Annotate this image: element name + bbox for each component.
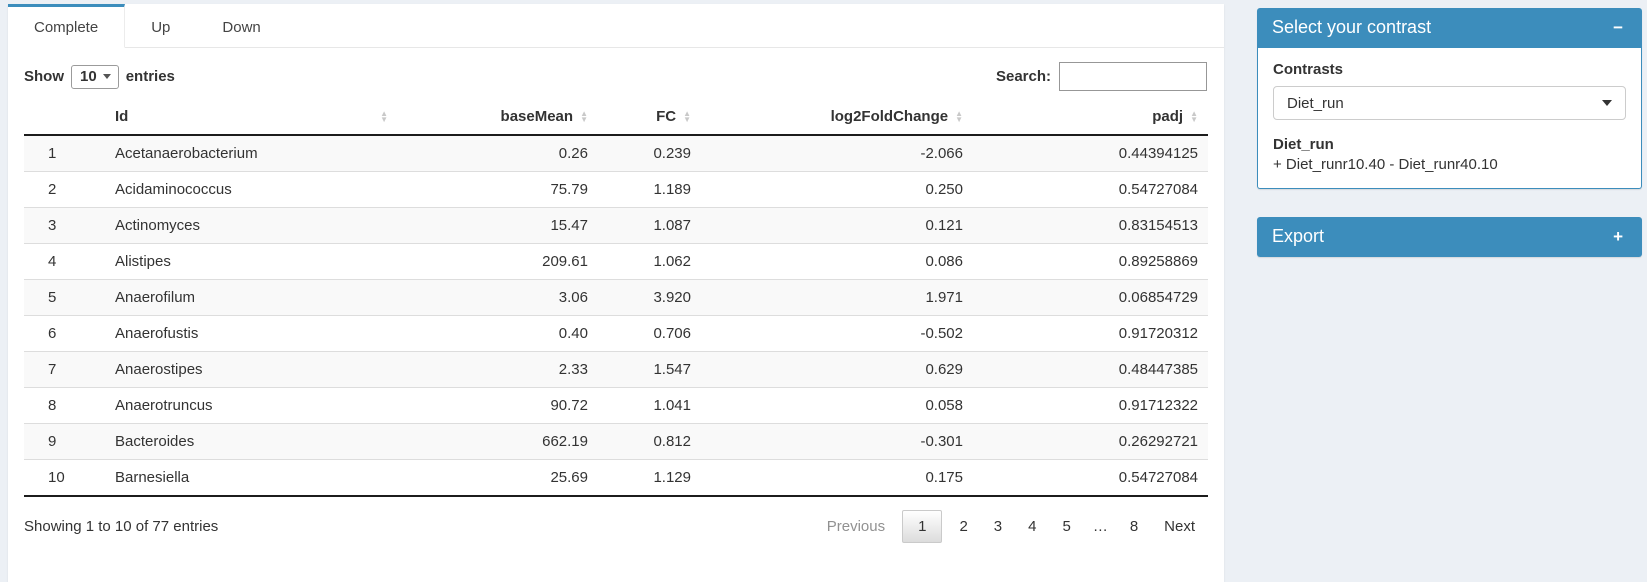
page-2-button[interactable]: 2 bbox=[959, 518, 968, 535]
column-label: padj bbox=[1152, 108, 1184, 125]
page-previous-button[interactable]: Previous bbox=[826, 518, 886, 535]
page-4-button[interactable]: 4 bbox=[1028, 518, 1037, 535]
export-panel: Export + bbox=[1257, 217, 1642, 257]
pagination: Previous 1 2 3 4 5 … 8 Next bbox=[814, 510, 1208, 543]
column-header-basemean[interactable]: baseMean ▲ ▼ bbox=[398, 101, 598, 136]
contrasts-label: Contrasts bbox=[1273, 61, 1344, 78]
search-control: Search: bbox=[996, 62, 1207, 91]
contrast-panel-body: Contrasts Diet_run Diet_run + Diet_runr1… bbox=[1257, 48, 1642, 189]
table-row[interactable]: 6 Anaerofustis 0.40 0.706 -0.502 0.91720… bbox=[24, 315, 1208, 352]
collapse-minus-icon[interactable]: − bbox=[1613, 18, 1623, 37]
table-row[interactable]: 3 Actinomyces 15.47 1.087 0.121 0.831545… bbox=[24, 207, 1208, 244]
chevron-down-icon bbox=[1602, 100, 1612, 106]
column-label: Id bbox=[115, 108, 129, 125]
results-card: Complete Up Down Show 10 entries Search: bbox=[8, 4, 1224, 582]
tab-bar: Complete Up Down bbox=[8, 4, 1224, 48]
table-row[interactable]: 10 Barnesiella 25.69 1.129 0.175 0.54727… bbox=[24, 459, 1208, 496]
contrast-panel-header[interactable]: Select your contrast − bbox=[1257, 8, 1642, 48]
table-info: Showing 1 to 10 of 77 entries bbox=[24, 518, 219, 535]
page-5-button[interactable]: 5 bbox=[1062, 518, 1071, 535]
contrast-select[interactable]: Diet_run bbox=[1273, 86, 1626, 120]
export-panel-header[interactable]: Export + bbox=[1257, 217, 1642, 257]
sort-icon[interactable]: ▲ ▼ bbox=[380, 108, 388, 124]
sort-icon[interactable]: ▲ ▼ bbox=[955, 108, 963, 124]
tab-up[interactable]: Up bbox=[151, 18, 171, 36]
tab-complete[interactable]: Complete bbox=[8, 4, 126, 48]
panel-title: Select your contrast bbox=[1272, 17, 1432, 37]
page-3-button[interactable]: 3 bbox=[993, 518, 1003, 535]
header-row: Id ▲ ▼ baseMean ▲ ▼ FC ▲ ▼ bbox=[24, 101, 1208, 136]
table-row[interactable]: 4 Alistipes 209.61 1.062 0.086 0.8925886… bbox=[24, 243, 1208, 280]
page-length-select[interactable]: 10 bbox=[71, 64, 119, 89]
sidebar: Select your contrast − Contrasts Diet_ru… bbox=[1257, 8, 1642, 285]
column-header-fc[interactable]: FC ▲ ▼ bbox=[598, 101, 701, 136]
page-length-value: 10 bbox=[80, 67, 97, 85]
column-header-index bbox=[24, 101, 115, 136]
collapse-plus-icon[interactable]: + bbox=[1613, 227, 1623, 246]
column-header-log2foldchange[interactable]: log2FoldChange ▲ ▼ bbox=[701, 101, 973, 136]
table-footer: Showing 1 to 10 of 77 entries Previous 1… bbox=[8, 497, 1224, 543]
page-length-control: Show 10 entries bbox=[24, 64, 175, 89]
column-label: baseMean bbox=[500, 108, 574, 125]
page-next-button[interactable]: Next bbox=[1164, 518, 1195, 535]
column-label: log2FoldChange bbox=[830, 108, 949, 125]
tab-down[interactable]: Down bbox=[222, 18, 261, 36]
table-row[interactable]: 9 Bacteroides 662.19 0.812 -0.301 0.2629… bbox=[24, 423, 1208, 460]
table-row[interactable]: 8 Anaerotruncus 90.72 1.041 0.058 0.9171… bbox=[24, 387, 1208, 424]
table-row[interactable]: 2 Acidaminococcus 75.79 1.189 0.250 0.54… bbox=[24, 171, 1208, 208]
contrast-name: Diet_run bbox=[1273, 136, 1334, 153]
chevron-down-icon bbox=[102, 73, 111, 79]
column-label: FC bbox=[656, 108, 677, 125]
sort-icon[interactable]: ▲ ▼ bbox=[1190, 108, 1198, 124]
results-table: Id ▲ ▼ baseMean ▲ ▼ FC ▲ ▼ bbox=[24, 101, 1208, 497]
panel-title: Export bbox=[1272, 226, 1325, 246]
sort-icon[interactable]: ▲ ▼ bbox=[683, 108, 691, 124]
table-row[interactable]: 1 Acetanaerobacterium 0.26 0.239 -2.066 … bbox=[24, 135, 1208, 172]
table-row[interactable]: 7 Anaerostipes 2.33 1.547 0.629 0.484473… bbox=[24, 351, 1208, 388]
show-label: Show bbox=[24, 68, 64, 85]
contrast-select-value: Diet_run bbox=[1287, 94, 1344, 112]
column-header-id[interactable]: Id ▲ ▼ bbox=[115, 101, 398, 136]
entries-label: entries bbox=[125, 68, 175, 85]
page-1-button[interactable]: 1 bbox=[902, 510, 943, 543]
column-header-padj[interactable]: padj ▲ ▼ bbox=[973, 101, 1208, 136]
page-ellipsis: … bbox=[1092, 518, 1108, 535]
page-8-button[interactable]: 8 bbox=[1129, 518, 1139, 535]
contrast-panel: Select your contrast − Contrasts Diet_ru… bbox=[1257, 8, 1642, 189]
search-label: Search: bbox=[995, 68, 1051, 85]
table-row[interactable]: 5 Anaerofilum 3.06 3.920 1.971 0.0685472… bbox=[24, 279, 1208, 316]
table-controls: Show 10 entries Search: bbox=[8, 48, 1224, 101]
sort-icon[interactable]: ▲ ▼ bbox=[580, 108, 588, 124]
contrast-formula: + Diet_runr10.40 - Diet_runr40.10 bbox=[1273, 156, 1498, 173]
search-input[interactable] bbox=[1059, 62, 1207, 91]
